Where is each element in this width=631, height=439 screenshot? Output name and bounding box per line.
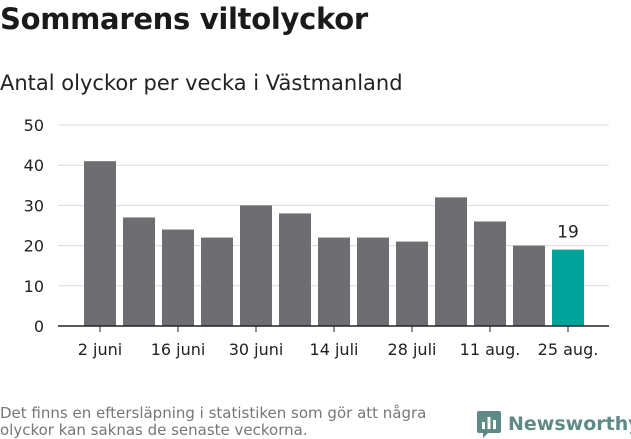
footnote: Det finns en eftersläpning i statistiken… [0,404,427,439]
bar [396,241,428,326]
chart-subtitle: Antal olyckor per vecka i Västmanland [0,71,403,95]
x-tick-label: 30 juni [229,340,284,359]
bars [84,161,584,326]
bar [162,229,194,326]
y-tick-label: 50 [24,116,44,135]
bar [357,237,389,326]
y-tick-label: 20 [24,237,44,256]
bar [201,237,233,326]
bar [474,221,506,326]
x-axis-ticks: 2 juni 16 juni 30 juni 14 juli 28 juli 11 aug… [78,326,599,359]
data-labels: 19 [557,223,579,243]
x-tick-label: 11 aug. [460,340,521,359]
y-tick-label: 40 [24,156,44,175]
x-tick-label: 2 juni [78,340,122,359]
bar [435,197,467,326]
x-tick-label: 16 juni [151,340,206,359]
brand-logo: Newsworthy [476,409,631,439]
bar [279,213,311,326]
bar [84,161,116,326]
bar [123,217,155,326]
brand-name: Newsworthy [508,413,631,435]
bar [513,245,545,326]
data-label: 19 [557,223,579,243]
chart-title: Sommarens viltolyckor [0,2,368,36]
y-tick-label: 10 [24,277,44,296]
bar [240,205,272,326]
x-tick-label: 25 aug. [538,340,599,359]
bar [552,249,584,326]
bar [318,237,350,326]
x-tick-label: 28 juli [388,340,437,359]
y-axis: 0 10 20 30 40 50 [24,116,44,336]
x-tick-label: 14 juli [310,340,359,359]
newsworthy-logo-icon [477,411,501,438]
y-tick-label: 30 [24,196,44,215]
y-tick-label: 0 [34,317,44,336]
